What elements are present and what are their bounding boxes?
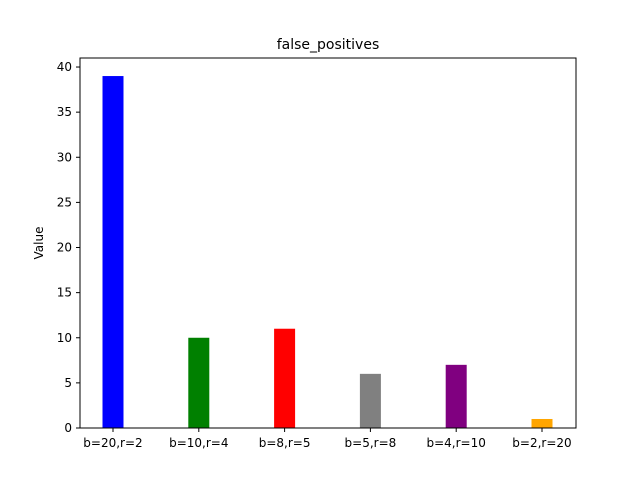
y-tick-label: 15: [57, 286, 72, 300]
y-tick-label: 40: [57, 60, 72, 74]
x-tick-label: b=8,r=5: [259, 436, 311, 450]
chart-title: false_positives: [277, 37, 380, 53]
x-tick-label: b=10,r=4: [169, 436, 228, 450]
y-tick-label: 30: [57, 150, 72, 164]
y-axis-ticks: 0 5 10 15 20 25 30 35 40: [57, 60, 80, 435]
bar-2: [274, 328, 296, 428]
x-tick-label: b=4,r=10: [427, 436, 486, 450]
y-tick-label: 35: [57, 105, 72, 119]
x-tick-label: b=5,r=8: [345, 436, 397, 450]
bar-4: [445, 364, 467, 428]
bar-3: [359, 373, 381, 428]
y-tick-label: 5: [64, 376, 72, 390]
bar-0: [102, 76, 124, 429]
bar-5: [531, 418, 553, 428]
plot-frame: [79, 57, 577, 429]
x-tick-label: b=20,r=2: [83, 436, 142, 450]
plot-background: [80, 58, 576, 428]
x-axis-ticks: b=20,r=2 b=10,r=4 b=8,r=5 b=5,r=8 b=4,r=10 b=…: [83, 428, 572, 450]
y-tick-label: 10: [57, 331, 72, 345]
bar-1: [188, 337, 210, 428]
bar-group: [102, 76, 553, 429]
y-tick-label: 0: [64, 421, 72, 435]
y-tick-label: 25: [57, 195, 72, 209]
y-tick-label: 20: [57, 241, 72, 255]
y-axis-label: Value: [32, 227, 46, 260]
x-tick-label: b=2,r=20: [512, 436, 571, 450]
